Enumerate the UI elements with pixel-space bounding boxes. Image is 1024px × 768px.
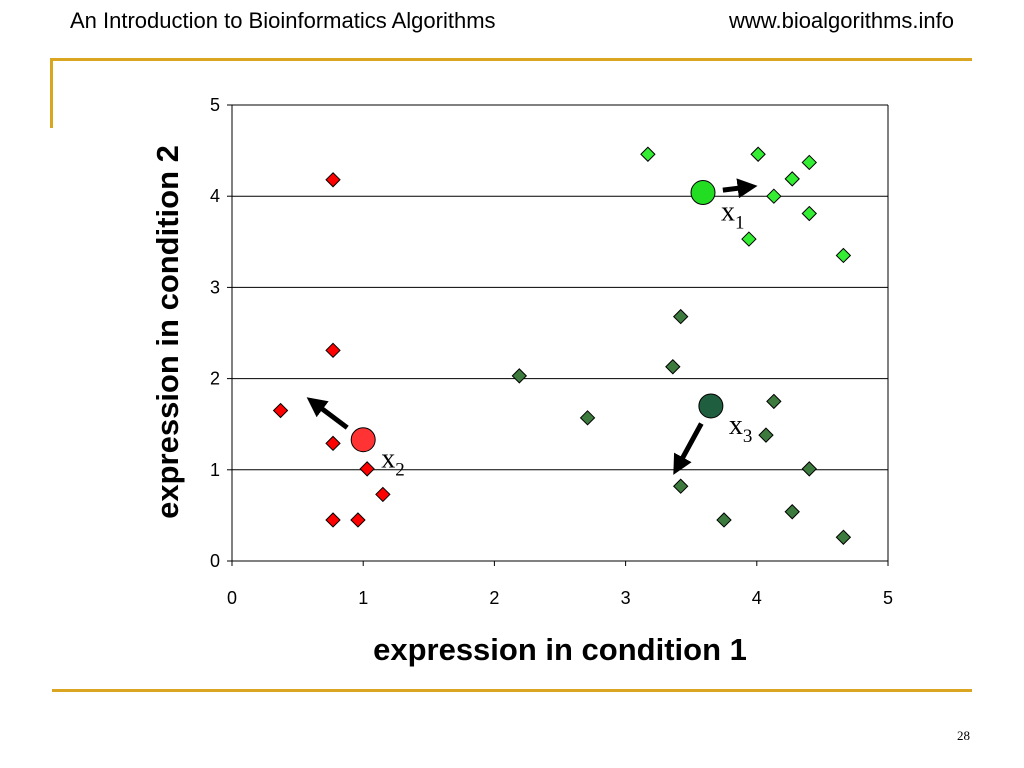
data-point bbox=[758, 427, 774, 443]
centroids: x 1x 2x 3 bbox=[306, 178, 758, 481]
movement-arrow bbox=[673, 422, 704, 475]
data-point bbox=[579, 410, 596, 426]
data-point bbox=[672, 308, 689, 325]
centroid-marker bbox=[350, 427, 376, 453]
movement-arrow bbox=[722, 178, 758, 199]
data-points bbox=[272, 146, 852, 545]
data-point bbox=[359, 461, 375, 477]
data-point bbox=[325, 512, 341, 528]
slide-header-title: An Introduction to Bioinformatics Algori… bbox=[70, 8, 496, 33]
data-point bbox=[784, 171, 800, 187]
centroid-label: x bbox=[729, 410, 743, 441]
x-tick-label: 4 bbox=[752, 588, 762, 608]
axes bbox=[227, 104, 889, 566]
data-point bbox=[375, 486, 391, 503]
data-point bbox=[766, 393, 782, 410]
slide-header-url: www.bioalgorithms.info bbox=[729, 8, 954, 33]
data-point bbox=[835, 529, 852, 545]
data-point bbox=[672, 478, 689, 494]
data-point bbox=[741, 231, 757, 247]
centroid-label-subscript: 1 bbox=[735, 213, 745, 234]
data-point bbox=[801, 461, 817, 477]
data-point bbox=[716, 512, 732, 528]
centroid-label: x bbox=[721, 197, 735, 228]
data-point bbox=[835, 247, 852, 264]
x-tick-label: 3 bbox=[621, 588, 631, 608]
centroid-marker bbox=[698, 393, 724, 419]
y-tick-label: 2 bbox=[210, 369, 220, 389]
centroid-label-subscript: 2 bbox=[395, 460, 405, 481]
tick-labels: 0 1 2 3 4 5 0 1 2 3 4 5 bbox=[210, 95, 893, 608]
x-tick-label: 5 bbox=[883, 588, 893, 608]
y-tick-label: 4 bbox=[210, 186, 220, 206]
centroid-label-subscript: 3 bbox=[743, 426, 753, 447]
data-point bbox=[766, 188, 782, 204]
y-tick-label: 1 bbox=[210, 460, 220, 480]
x-tick-label: 0 bbox=[227, 588, 237, 608]
data-point bbox=[511, 368, 528, 384]
data-point bbox=[350, 512, 366, 528]
data-point bbox=[784, 504, 800, 520]
data-point bbox=[801, 205, 817, 222]
y-tick-label: 5 bbox=[210, 95, 220, 115]
data-point bbox=[272, 402, 289, 419]
data-point bbox=[801, 154, 817, 171]
data-point bbox=[665, 359, 681, 375]
centroid-marker bbox=[690, 180, 716, 206]
x-axis-title: expression in condition 1 bbox=[373, 632, 747, 667]
data-point bbox=[640, 146, 656, 162]
data-point bbox=[750, 146, 766, 162]
x-tick-label: 1 bbox=[358, 588, 368, 608]
y-axis-title: expression in condition 2 bbox=[150, 145, 185, 519]
page-number: 28 bbox=[957, 728, 970, 743]
left-rule bbox=[50, 58, 53, 128]
y-tick-label: 0 bbox=[210, 551, 220, 571]
bottom-rule bbox=[52, 689, 972, 692]
x-tick-label: 2 bbox=[489, 588, 499, 608]
data-point bbox=[325, 342, 341, 359]
movement-arrow bbox=[306, 397, 349, 430]
data-point bbox=[325, 172, 341, 188]
centroid-label: x bbox=[381, 444, 395, 475]
y-tick-label: 3 bbox=[210, 277, 220, 297]
top-rule bbox=[52, 58, 972, 61]
data-point bbox=[325, 435, 341, 452]
